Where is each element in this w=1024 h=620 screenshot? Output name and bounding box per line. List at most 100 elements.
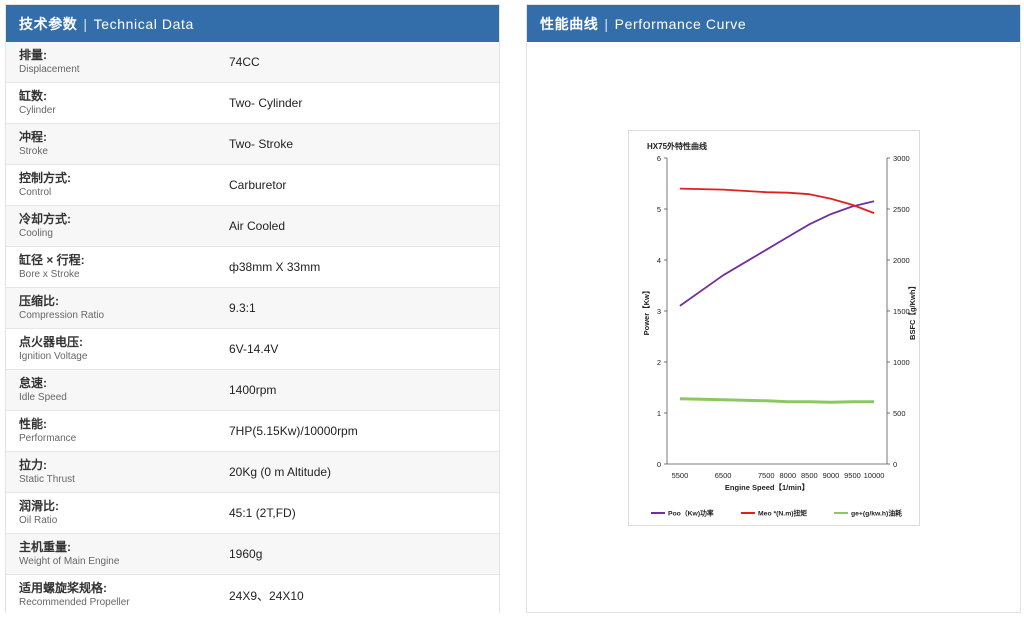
spec-label-en: Weight of Main Engine — [19, 555, 120, 567]
x-tick-label: 9500 — [844, 471, 861, 480]
x-tick-label: 10000 — [864, 471, 885, 480]
spec-label: 缸数: Cylinder — [6, 89, 229, 118]
x-axis-label: Engine Speed【1/min】 — [725, 482, 809, 492]
spec-row: 润滑比: Oil Ratio 45:1 (2T,FD) — [6, 493, 499, 534]
y2-tick-label: 2500 — [893, 205, 910, 214]
y-tick-label: 5 — [657, 205, 661, 214]
series-line-1 — [679, 200, 875, 307]
spec-label-zh: 冲程: — [19, 129, 47, 144]
spec-label: 缸径 × 行程: Bore x Stroke — [6, 253, 229, 282]
spec-row: 怠速: Idle Speed 1400rpm — [6, 370, 499, 411]
performance-curve-title-zh: 性能曲线 — [540, 15, 599, 32]
spec-label-zh: 控制方式: — [19, 170, 71, 185]
x-tick-label: 5500 — [672, 471, 689, 480]
title-separator: | — [604, 15, 609, 32]
spec-label-zh: 排量: — [19, 47, 47, 62]
spec-label-en: Compression Ratio — [19, 309, 105, 321]
spec-row: 点火器电压: Ignition Voltage 6V-14.4V — [6, 329, 499, 370]
spec-value: 1400rpm — [229, 383, 277, 397]
spec-value: Two- Stroke — [229, 137, 294, 151]
spec-label-zh: 压缩比: — [19, 293, 59, 308]
y-tick-label: 3 — [657, 307, 661, 316]
legend-label: Meo *(N.m)扭矩 — [758, 509, 807, 518]
spec-value: 45:1 (2T,FD) — [229, 506, 296, 520]
spec-value: 1960g — [229, 547, 263, 561]
spec-row: 拉力: Static Thrust 20Kg (0 m Altitude) — [6, 452, 499, 493]
spec-label-zh: 适用螺旋桨规格: — [19, 580, 107, 595]
spec-label-en: Control — [19, 186, 52, 198]
spec-label: 性能: Performance — [6, 417, 229, 446]
spec-label-zh: 点火器电压: — [19, 334, 83, 349]
legend-label: Poo（Kw)功率 — [668, 509, 714, 518]
spec-value: ф38mm X 33mm — [229, 260, 321, 274]
spec-label: 主机重量: Weight of Main Engine — [6, 540, 229, 569]
y2-tick-label: 2000 — [893, 256, 910, 265]
spec-label-en: Displacement — [19, 63, 80, 75]
spec-value: Two- Cylinder — [229, 96, 303, 110]
spec-label: 冲程: Stroke — [6, 130, 229, 159]
technical-data-title-en: Technical Data — [93, 15, 194, 32]
spec-row: 冷却方式: Cooling Air Cooled — [6, 206, 499, 247]
spec-value: 74CC — [229, 55, 260, 69]
x-tick-label: 6500 — [715, 471, 732, 480]
spec-label-zh: 主机重量: — [19, 539, 71, 554]
y-tick-label: 6 — [657, 154, 661, 163]
spec-label-en: Recommended Propeller — [19, 596, 130, 608]
performance-curve-header: 性能曲线 | Performance Curve — [527, 5, 1020, 42]
y2-tick-label: 500 — [893, 409, 906, 418]
spec-row: 缸径 × 行程: Bore x Stroke ф38mm X 33mm — [6, 247, 499, 288]
y-tick-label: 2 — [657, 358, 661, 367]
spec-label-en: Oil Ratio — [19, 514, 58, 526]
spec-row: 适用螺旋桨规格: Recommended Propeller 24X9、24X10 — [6, 575, 499, 615]
spec-label-zh: 缸数: — [19, 88, 47, 103]
spec-row: 排量: Displacement 74CC — [6, 42, 499, 83]
spec-row: 压缩比: Compression Ratio 9.3:1 — [6, 288, 499, 329]
performance-curve-title-en: Performance Curve — [614, 15, 747, 32]
spec-value: 9.3:1 — [229, 301, 256, 315]
spec-label: 拉力: Static Thrust — [6, 458, 229, 487]
spec-label: 控制方式: Control — [6, 171, 229, 200]
x-tick-label: 8000 — [779, 471, 796, 480]
spec-row: 冲程: Stroke Two- Stroke — [6, 124, 499, 165]
spec-label-zh: 性能: — [19, 416, 47, 431]
legend-label: ge+(g/kw.h)油耗 — [851, 509, 902, 518]
y-axis-label: Power【Kw】 — [641, 287, 651, 336]
technical-data-panel: 技术参数 | Technical Data 排量: Displacement 74C… — [5, 4, 500, 615]
spec-label: 适用螺旋桨规格: Recommended Propeller — [6, 581, 229, 610]
chart-title: HX75外特性曲线 — [647, 141, 707, 151]
spec-label: 排量: Displacement — [6, 48, 229, 77]
spec-row: 主机重量: Weight of Main Engine 1960g — [6, 534, 499, 575]
y-tick-label: 0 — [657, 460, 661, 469]
spec-label: 点火器电压: Ignition Voltage — [6, 335, 229, 364]
spec-label: 压缩比: Compression Ratio — [6, 294, 229, 323]
y2-tick-label: 3000 — [893, 154, 910, 163]
spec-value: Air Cooled — [229, 219, 286, 233]
spec-label-en: Cylinder — [19, 104, 56, 116]
spec-label-en: Ignition Voltage — [19, 350, 88, 362]
spec-label-zh: 缸径 × 行程: — [19, 252, 85, 267]
performance-curve-panel: 性能曲线 | Performance Curve HX75外特性曲线 0 1 2 3 4 5… — [526, 4, 1021, 613]
x-tick-label: 8500 — [801, 471, 818, 480]
spec-row: 控制方式: Control Carburetor — [6, 165, 499, 206]
performance-chart: HX75外特性曲线 0 1 2 3 4 5 6 0 500 1000 1500 2000 2500 3000… — [641, 141, 917, 518]
technical-data-title-zh: 技术参数 — [19, 15, 78, 32]
spec-table: 排量: Displacement 74CC 缸数: Cylinder Two- Cylin… — [6, 42, 499, 615]
spec-label-zh: 润滑比: — [19, 498, 59, 513]
spec-label-en: Bore x Stroke — [19, 268, 80, 280]
spec-label: 冷却方式: Cooling — [6, 212, 229, 241]
spec-value: 6V-14.4V — [229, 342, 279, 356]
series-line-2 — [679, 187, 875, 214]
y2-tick-label: 1000 — [893, 358, 910, 367]
spec-label-en: Static Thrust — [19, 473, 75, 485]
spec-row: 性能: Performance 7HP(5.15Kw)/10000rpm — [6, 411, 499, 452]
y2-tick-label: 1500 — [893, 307, 910, 316]
spec-label-en: Cooling — [19, 227, 53, 239]
spec-row: 缸数: Cylinder Two- Cylinder — [6, 83, 499, 124]
spec-label-zh: 怠速: — [19, 375, 47, 390]
series-line-3 — [679, 397, 875, 404]
spec-label-en: Stroke — [19, 145, 48, 157]
spec-label-zh: 拉力: — [19, 457, 47, 472]
spec-label: 怠速: Idle Speed — [6, 376, 229, 405]
x-tick-label: 9000 — [823, 471, 840, 480]
y-tick-label: 4 — [657, 256, 661, 265]
